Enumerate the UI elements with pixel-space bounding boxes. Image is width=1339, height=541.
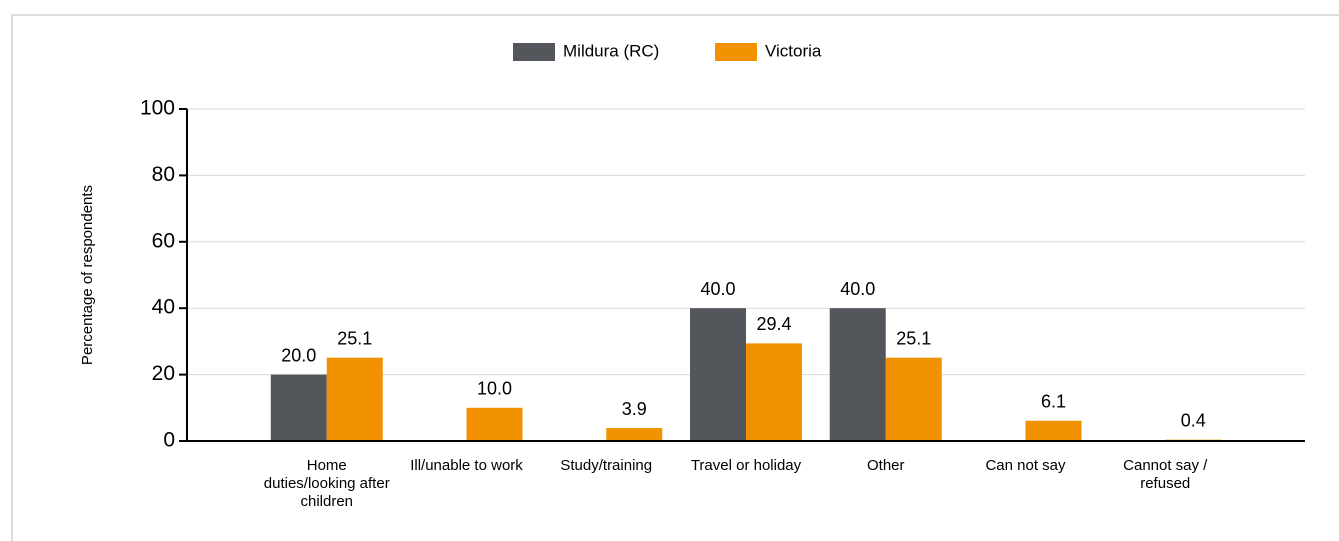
value-label: 29.4 — [756, 314, 791, 334]
y-tick-label: 40 — [152, 296, 175, 319]
y-tick-label: 20 — [152, 362, 175, 385]
x-tick-label: Can not say — [985, 457, 1066, 474]
x-tick-label: Travel or holiday — [690, 457, 802, 474]
y-tick-label: 60 — [152, 229, 175, 252]
legend-swatch — [715, 43, 757, 61]
value-label: 20.0 — [281, 345, 316, 365]
bar — [466, 407, 523, 441]
x-tick-label: Other — [866, 457, 905, 474]
bar — [885, 357, 942, 441]
bar — [270, 374, 327, 441]
value-label: 0.4 — [1181, 410, 1206, 430]
value-label: 3.9 — [622, 399, 647, 419]
x-tick-label: Study/training — [560, 457, 653, 474]
bar — [326, 357, 383, 441]
y-tick-label: 100 — [140, 97, 175, 120]
x-tick-label: Cannot say / refused — [1123, 457, 1208, 492]
legend-label: Victoria — [765, 41, 822, 60]
value-label: 40.0 — [700, 279, 735, 299]
x-tick-label: Ill/unable to work — [410, 457, 523, 474]
legend-swatch — [513, 43, 555, 61]
value-label: 25.1 — [896, 328, 931, 348]
y-tick-label: 80 — [152, 163, 175, 186]
value-label: 25.1 — [337, 328, 372, 348]
bar — [1025, 420, 1082, 441]
y-tick-label: 0 — [163, 429, 175, 452]
value-label: 40.0 — [840, 279, 875, 299]
value-label: 10.0 — [477, 379, 512, 399]
bar — [829, 308, 886, 441]
y-axis-label: Percentage of respondents — [79, 185, 96, 365]
bar — [606, 428, 663, 441]
x-tick-label: Home duties/looking after children — [263, 457, 390, 510]
frame — [11, 14, 1339, 541]
legend-label: Mildura (RC) — [563, 41, 659, 60]
value-label: 6.1 — [1041, 391, 1066, 411]
bar — [690, 308, 746, 441]
bar — [746, 343, 802, 441]
